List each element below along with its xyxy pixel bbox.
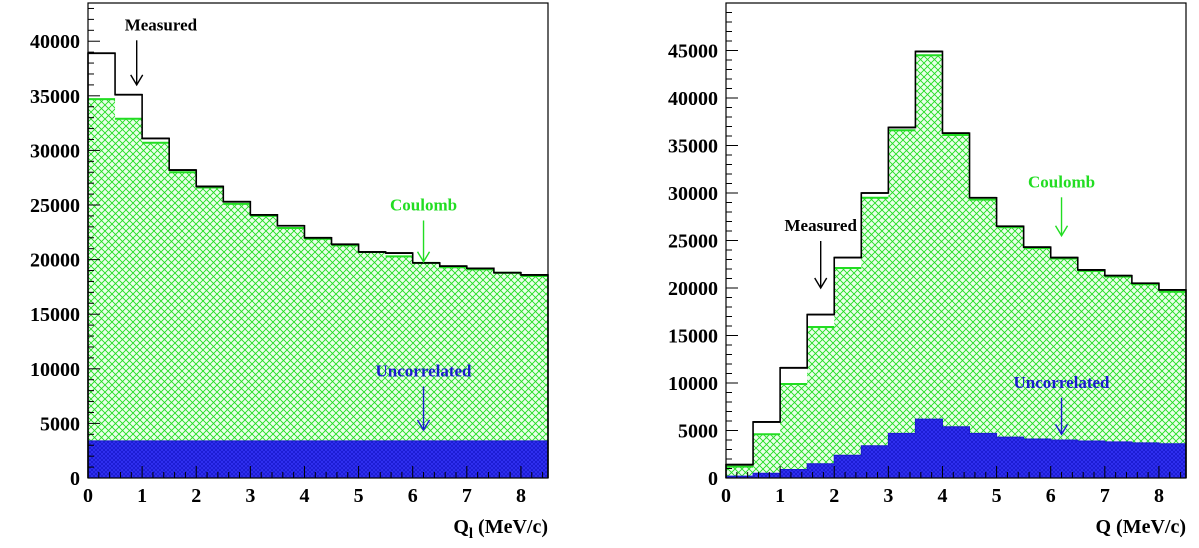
y-tick-label: 35000 [668, 136, 718, 158]
coulomb-fill-area [726, 55, 1186, 478]
x-axis-title-main: Q [453, 516, 469, 538]
y-tick-label: 15000 [30, 304, 80, 326]
y-tick-label: 5000 [678, 421, 718, 443]
left-histogram-panel: 0 1 2 3 4 5 6 7 8 0 5000 10000 15000 20000 25000 30000 3… [30, 2, 549, 542]
annotation-label-coulomb: Coulomb [390, 195, 457, 214]
x-tick-label: 4 [937, 485, 947, 507]
y-tick-label: 30000 [30, 140, 80, 162]
x-axis-title-unit: (MeV/c) [1111, 516, 1186, 538]
x-tick-label: 5 [354, 485, 364, 507]
right-histogram-panel: 0 1 2 3 4 5 6 7 8 0 5000 10000 15000 20000 25000 30000 3… [668, 2, 1187, 538]
x-axis-title-unit: (MeV/c) [473, 516, 548, 538]
x-tick-label: 8 [1154, 485, 1164, 507]
uncorrelated-fill-area [725, 418, 1187, 479]
y-tick-label: 5000 [40, 413, 80, 435]
y-tick-label: 45000 [668, 41, 718, 63]
x-tick-label: 6 [1046, 485, 1056, 507]
x-tick-label: 3 [245, 485, 255, 507]
y-tick-label: 0 [70, 468, 80, 490]
x-tick-label: 0 [83, 485, 93, 507]
y-tick-label: 20000 [668, 278, 718, 300]
x-tick-label: 7 [462, 485, 472, 507]
y-tick-label: 25000 [30, 195, 80, 217]
x-tick-label: 4 [299, 485, 309, 507]
plot-frame [87, 2, 549, 479]
y-tick-label: 10000 [30, 359, 80, 381]
annotation-arrow-head [416, 251, 431, 264]
x-axis-title: Q (MeV/c) [1095, 516, 1186, 538]
uncorrelated-fill-area [87, 440, 549, 479]
annotation-arrow-head [416, 419, 431, 432]
x-tick-label: 6 [408, 485, 418, 507]
y-tick-label: 35000 [30, 86, 80, 108]
annotation-label-coulomb: Coulomb [1028, 172, 1095, 191]
annotation-arrow-head [814, 277, 828, 290]
x-axis-title-subscript: l [469, 526, 473, 542]
annotation-arrow-head [1054, 423, 1069, 436]
x-tick-label: 2 [191, 485, 201, 507]
x-tick-label: 7 [1100, 485, 1110, 507]
annotation-arrow-head [1054, 225, 1069, 238]
y-tick-label: 40000 [668, 88, 718, 110]
x-tick-label: 1 [775, 485, 785, 507]
annotation-label-measured: Measured [125, 15, 198, 34]
y-tick-label: 20000 [30, 250, 80, 272]
x-tick-label: 8 [516, 485, 526, 507]
annotation-label-uncorrelated: Uncorrelated [376, 361, 473, 380]
annotation-label-measured: Measured [785, 216, 858, 235]
x-tick-label: 3 [883, 485, 893, 507]
x-tick-label: 0 [721, 485, 731, 507]
x-tick-label: 2 [829, 485, 839, 507]
x-axis-title-main: Q [1095, 516, 1111, 538]
x-axis-title: Ql (MeV/c) [453, 516, 548, 542]
y-tick-label: 15000 [668, 326, 718, 348]
annotation-label-uncorrelated: Uncorrelated [1014, 373, 1111, 392]
x-tick-label: 1 [137, 485, 147, 507]
y-tick-label: 25000 [668, 231, 718, 253]
y-tick-label: 10000 [668, 373, 718, 395]
annotation-arrow-head [130, 74, 144, 87]
x-tick-label: 5 [992, 485, 1002, 507]
y-tick-label: 0 [708, 468, 718, 490]
y-tick-label: 30000 [668, 183, 718, 205]
y-tick-label: 40000 [30, 31, 80, 53]
coulomb-fill-area [88, 99, 548, 479]
